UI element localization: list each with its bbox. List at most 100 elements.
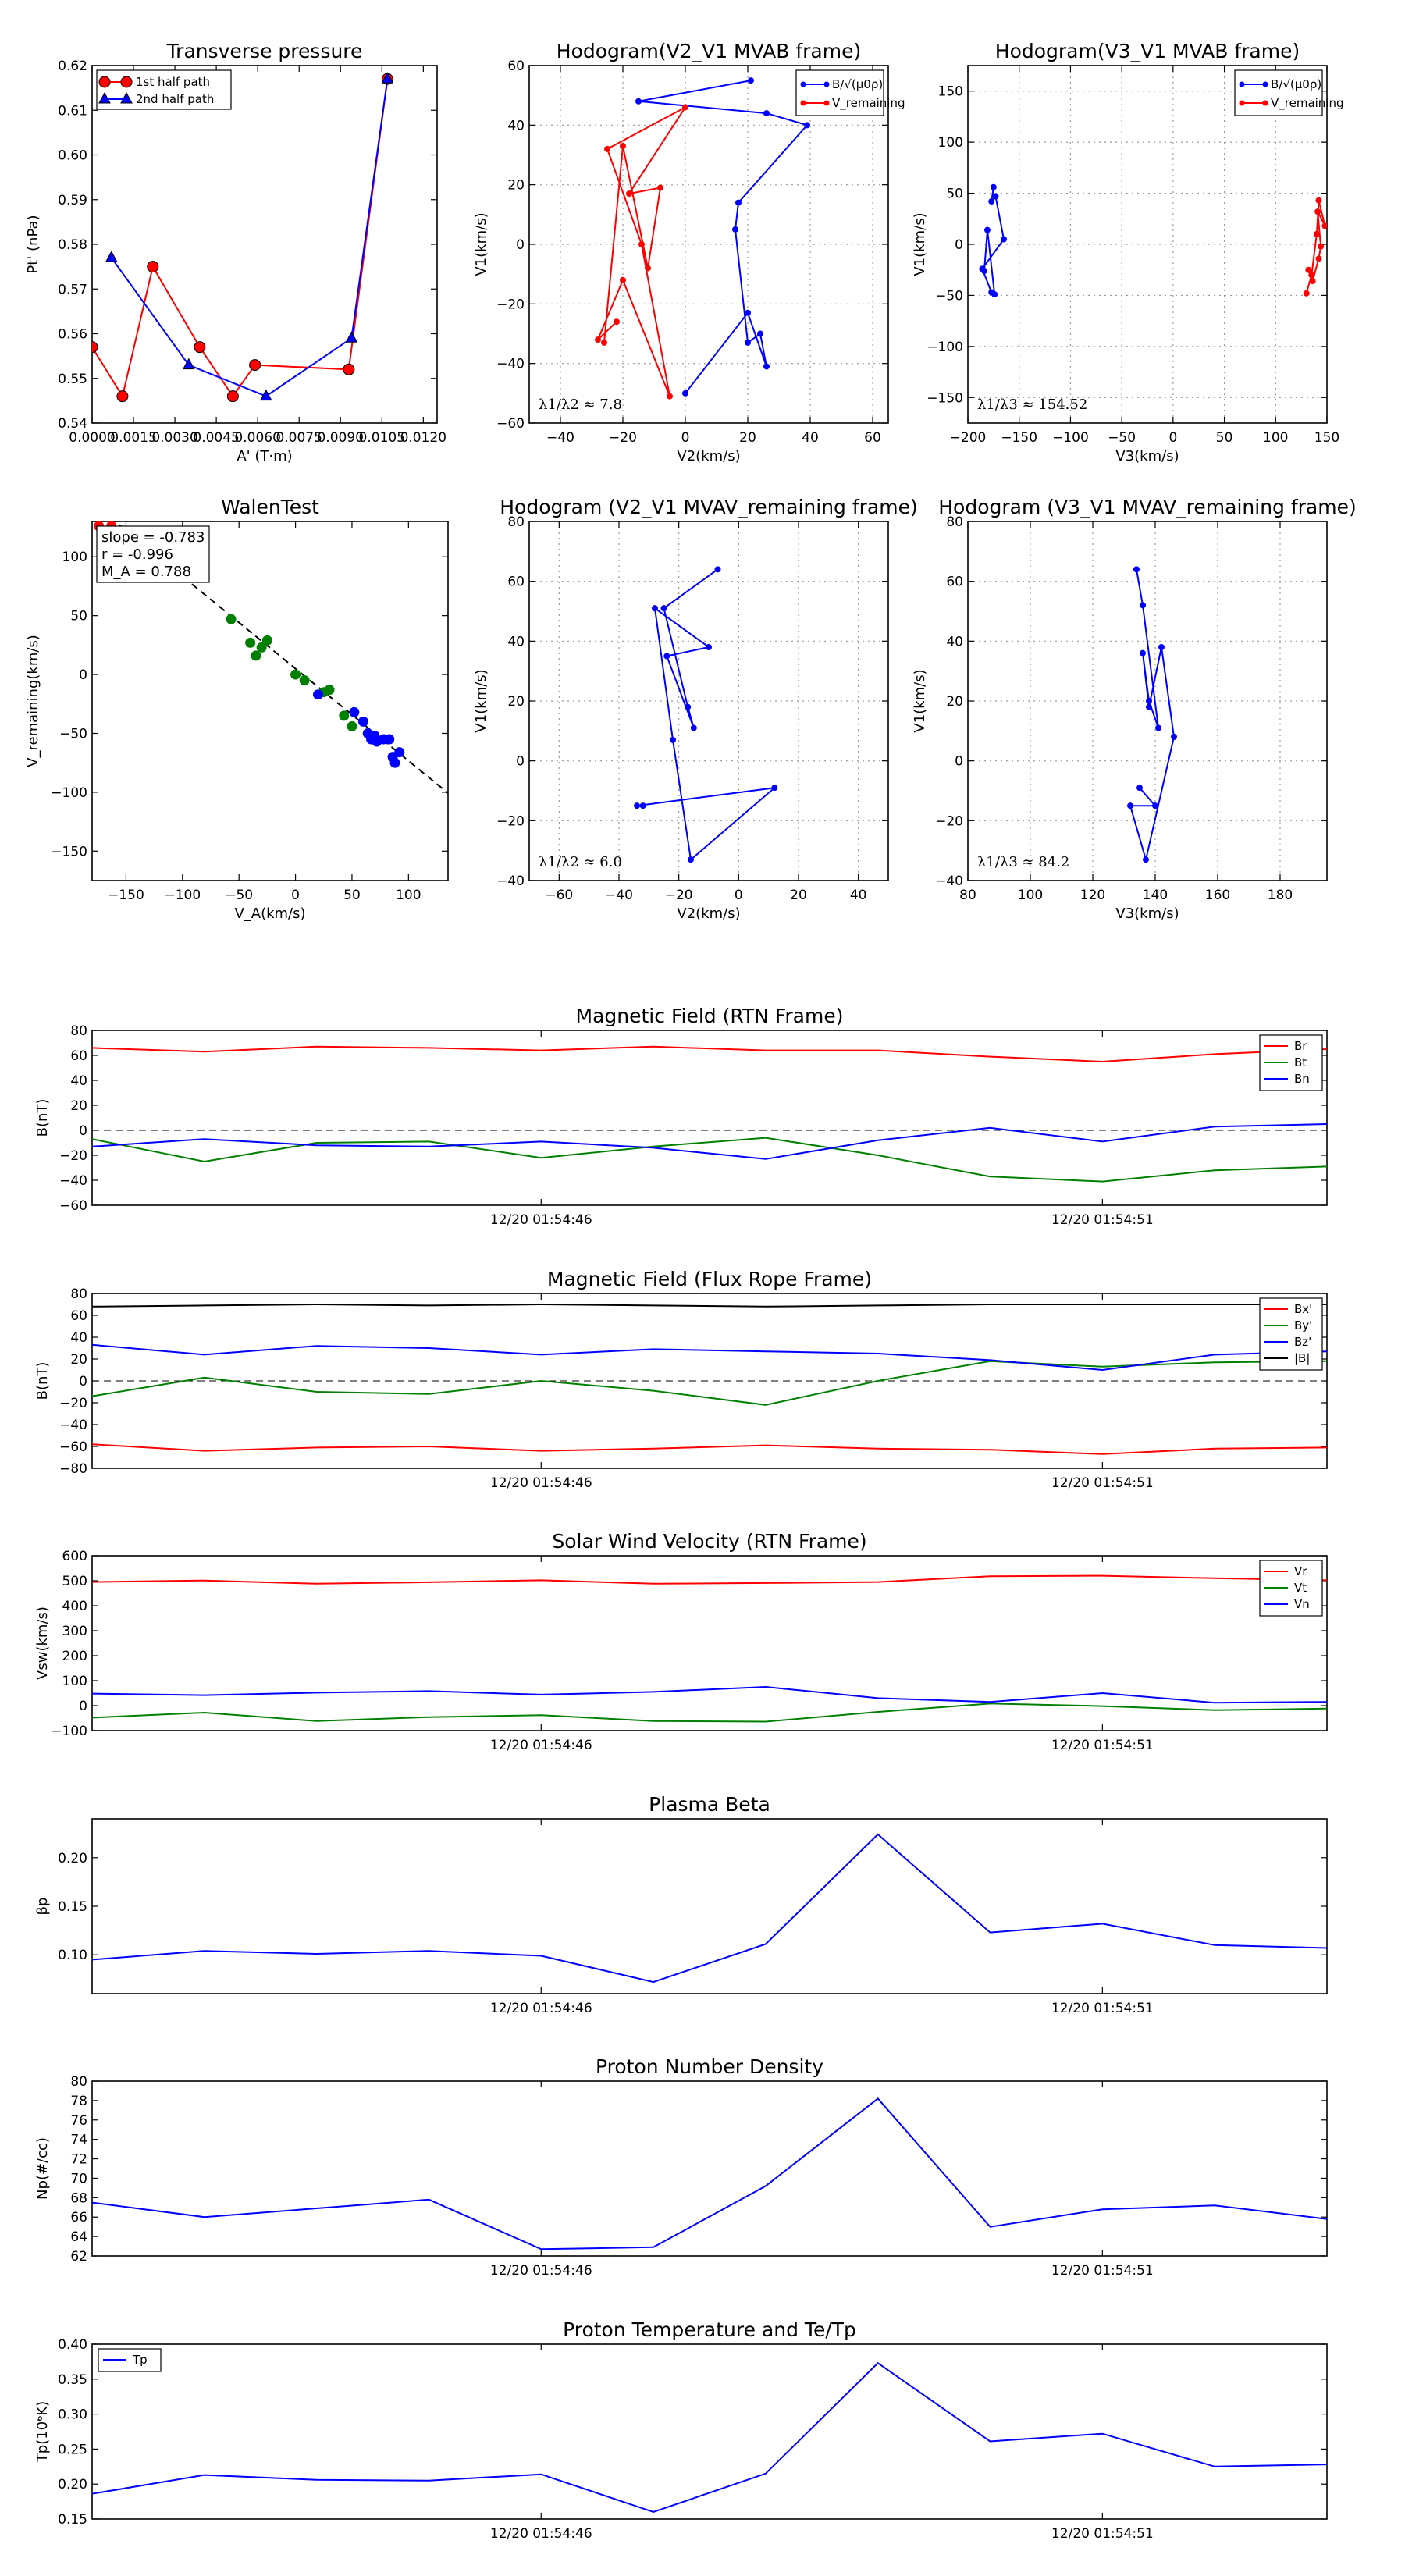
y-tick-label: 40	[70, 1330, 87, 1346]
legend-label: Br	[1294, 1039, 1307, 1053]
hodogram-v2-v1-mvab-series-1-point	[645, 265, 651, 272]
walen-test-xlabel: V_A(km/s)	[234, 906, 305, 922]
transverse-pressure-axes: 0.54 0.55 0.56 0.57 0.58 0.59 0.60 0.61 0.62 0.00…	[25, 40, 446, 464]
hodogram-v2-v1-mvab-series-1-point	[626, 190, 632, 197]
x-tick-label: 0.0075	[276, 430, 322, 446]
legend-marker	[120, 91, 133, 104]
solar-wind-velocity-axes: −100 0 100 200 300 400 500 600 12/20 01:54:46 12/…	[34, 1530, 1328, 1753]
transverse-pressure-series-0-point	[249, 359, 261, 372]
transverse-pressure-series-1-point	[105, 251, 118, 262]
hodogram-v2-v1-mvav-series-0-point	[634, 802, 640, 809]
hodogram-v2-v1-mvav-eigen-ratio: λ1/λ2 ≈ 6.0	[539, 854, 622, 870]
proton-temperature-data	[91, 2361, 1328, 2514]
x-tick-label: 0.0090	[317, 430, 363, 446]
y-tick-label: 0.59	[58, 193, 87, 208]
magnetic-field-rtn-frame	[91, 1030, 1328, 1206]
hodogram-v3-v1-mvab-series-1-point	[1303, 290, 1310, 297]
y-tick-label: −20	[496, 297, 525, 312]
legend-label: Vr	[1294, 1564, 1307, 1578]
hodogram-v3-v1-mvab-series-1-point	[1315, 197, 1322, 204]
hodogram-v3-v1-mvav-series-0-point	[1133, 566, 1140, 573]
magnetic-field-flux-rope-series-B-line	[91, 1303, 1327, 1308]
legend-marker	[1262, 100, 1268, 106]
x-tick-label: 12/20 01:54:46	[490, 2001, 592, 2016]
x-tick-label: 0.0045	[193, 430, 239, 446]
y-tick-label: 0.54	[58, 416, 87, 432]
x-tick-label: 0	[1168, 430, 1177, 446]
y-tick-label: −40	[59, 1173, 87, 1189]
hodogram-v2-v1-mvav-series-0-point	[652, 605, 658, 612]
y-tick-label: −100	[927, 340, 963, 355]
hodogram-v2-v1-mvab-axes: −60 −40 −20 0 20 40 60 −40 −20 0 20 40 60 Hodogram(V2…	[473, 40, 889, 464]
hodogram-v2-v1-mvab-series-0-point	[745, 309, 751, 316]
transverse-pressure-legend: 1st half path 2nd half path	[96, 69, 232, 110]
hodogram-v2-v1-mvav-series-0-point	[670, 736, 676, 743]
x-tick-label: 12/20 01:54:46	[490, 1212, 592, 1228]
y-tick-label: 66	[70, 2210, 87, 2226]
y-tick-label: 150	[938, 84, 963, 100]
legend-box	[1234, 69, 1323, 116]
hodogram-v2-v1-mvav-title: Hodogram (V2_V1 MVAV_remaining frame)	[500, 496, 918, 518]
walen-point-middle	[251, 650, 261, 661]
walen-point-late	[394, 747, 405, 758]
plasma-beta-ylabel: βp	[34, 1898, 51, 1916]
y-tick-label: 40	[507, 118, 525, 133]
walen-test-title: WalenTest	[221, 496, 319, 518]
y-tick-label: 0	[955, 754, 963, 770]
y-tick-label: 64	[70, 2229, 87, 2245]
y-tick-label: 20	[507, 694, 525, 710]
legend-marker	[1239, 100, 1245, 106]
x-tick-label: 12/20 01:54:51	[1051, 1475, 1154, 1491]
y-tick-label: 0.35	[58, 2372, 87, 2388]
hodogram-v2-v1-mvab-series-1-point	[620, 143, 626, 150]
x-tick-label: 80	[959, 888, 976, 903]
hodogram-v3-v1-mvav-xlabel: V3(km/s)	[1115, 906, 1179, 922]
legend-label: 2nd half path	[136, 92, 214, 106]
magnetic-field-flux-rope-data	[91, 1303, 1328, 1455]
x-tick-label: 0	[681, 430, 690, 446]
x-tick-label: 0.0060	[234, 430, 280, 446]
walen-test-ylabel: V_remaining(km/s)	[25, 635, 41, 767]
transverse-pressure-series-1-line	[110, 79, 389, 397]
hodogram-v3-v1-mvab-ylabel: V1(km/s)	[912, 212, 928, 276]
proton-temperature-legend: Tp	[98, 2348, 162, 2372]
walen-point-late	[389, 757, 400, 768]
x-tick-label: 12/20 01:54:51	[1051, 1212, 1154, 1228]
x-tick-label: 140	[1143, 888, 1168, 903]
x-tick-label: 50	[343, 888, 361, 903]
hodogram-v2-v1-mvab-series-0-point	[804, 122, 810, 129]
y-tick-label: 0	[79, 1123, 87, 1139]
walen-test-frame	[91, 521, 449, 881]
x-tick-label: 0	[735, 888, 743, 903]
legend-marker	[823, 100, 830, 106]
hodogram-v2-v1-mvab-title: Hodogram(V2_V1 MVAB frame)	[557, 40, 861, 62]
hodogram-v2-v1-mvab-series-1-line	[597, 106, 686, 397]
hodogram-v3-v1-mvav-series-0-point	[1140, 602, 1146, 609]
legend-label: Tp	[132, 2353, 148, 2367]
x-tick-label: 180	[1268, 888, 1293, 903]
y-tick-label: 20	[70, 1352, 87, 1368]
y-tick-label: 100	[938, 135, 963, 151]
proton-temperature-frame	[91, 2343, 1328, 2520]
x-tick-label: 0.0120	[400, 430, 446, 446]
hodogram-v3-v1-mvab-series-0-point	[1001, 236, 1007, 243]
y-tick-label: 0.60	[58, 148, 87, 164]
legend-marker	[98, 76, 111, 88]
hodogram-v2-v1-mvav-data	[634, 566, 778, 863]
y-tick-label: −40	[59, 1418, 87, 1433]
hodogram-v3-v1-mvab-series-0-point	[984, 226, 991, 233]
legend-label: V_remaining	[832, 96, 905, 111]
transverse-pressure-series-1-point	[182, 358, 195, 370]
hodogram-v2-v1-mvab-series-1-point	[614, 318, 620, 326]
x-tick-label: −60	[545, 888, 573, 903]
solar-wind-velocity-series-Vn-line	[91, 1685, 1328, 1704]
solar-wind-velocity-legend: Vr Vt Vn	[1259, 1560, 1323, 1617]
legend-label: Bt	[1294, 1055, 1307, 1069]
hodogram-v2-v1-mvab-series-0-point	[682, 390, 688, 397]
x-tick-label: −100	[1052, 430, 1089, 446]
hodogram-v3-v1-mvav-series-0-line	[1129, 569, 1176, 863]
y-tick-label: −40	[935, 873, 963, 889]
transverse-pressure-frame	[91, 65, 438, 424]
walen-point-middle	[339, 710, 350, 721]
